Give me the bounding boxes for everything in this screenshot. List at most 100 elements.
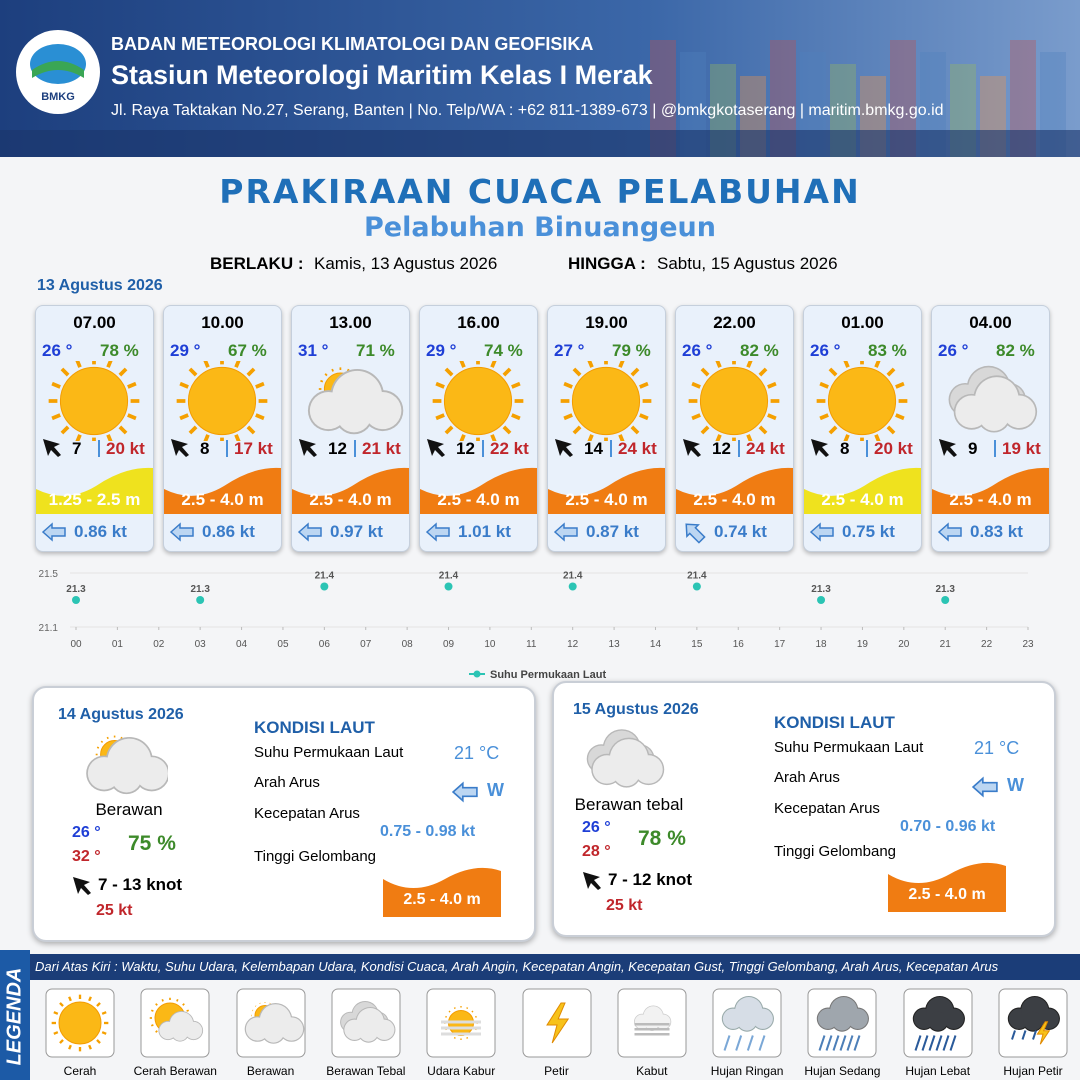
separator bbox=[354, 440, 356, 457]
x-tick-label: 06 bbox=[319, 639, 331, 650]
sun-ray bbox=[444, 425, 454, 435]
time: 07.00 bbox=[73, 313, 116, 332]
legend-strip bbox=[0, 950, 30, 1080]
data-label: 21.4 bbox=[563, 571, 583, 582]
separator bbox=[610, 440, 612, 457]
data-point bbox=[196, 596, 205, 604]
weather-icon bbox=[586, 729, 665, 788]
sun-ray bbox=[490, 361, 497, 368]
sun-ray bbox=[758, 425, 768, 435]
rain bbox=[942, 1035, 950, 1051]
wind-speed: 12 bbox=[456, 439, 475, 458]
legend-label: Udara Kabur bbox=[427, 1064, 496, 1078]
arrow bbox=[452, 781, 478, 803]
x-tick-label: 23 bbox=[1022, 639, 1034, 650]
sun-ray bbox=[886, 367, 896, 377]
valid-to-label: HINGGA : bbox=[568, 254, 646, 273]
org-name: BADAN METEOROLOGI KLIMATOLOGI DAN GEOFIS… bbox=[111, 34, 594, 54]
data-label: 21.3 bbox=[190, 584, 210, 595]
sun bbox=[827, 366, 897, 436]
x-tick-label: 21 bbox=[940, 639, 952, 650]
humidity: 83 % bbox=[868, 341, 907, 360]
sun-ray bbox=[151, 1024, 154, 1027]
legend-icon bbox=[426, 988, 496, 1058]
x-tick-label: 01 bbox=[112, 639, 124, 650]
separator bbox=[98, 440, 100, 457]
gust: 22 kt bbox=[490, 439, 529, 458]
sun-ray bbox=[59, 1002, 64, 1007]
sun-ray bbox=[96, 1039, 101, 1044]
data-point bbox=[817, 596, 826, 604]
rain bbox=[935, 1035, 943, 1051]
cloud-part bbox=[172, 1024, 189, 1041]
sun-ray bbox=[331, 368, 334, 372]
legend-label: Hujan Petir bbox=[1003, 1064, 1063, 1078]
rain bbox=[723, 1035, 731, 1051]
sun-ray bbox=[88, 996, 92, 1002]
day-panel: 14 Agustus 2026 Berawan 26 ° 32 ° 75 % 7 - 13… bbox=[32, 686, 536, 942]
dir-value: W bbox=[487, 780, 504, 800]
sun-ray bbox=[502, 367, 512, 377]
legend-label: Hujan Lebat bbox=[905, 1064, 971, 1078]
wind-speed: 12 bbox=[328, 439, 347, 458]
cloud-part bbox=[978, 400, 1010, 431]
temperature: 31 ° bbox=[298, 341, 329, 360]
sun-ray bbox=[630, 425, 640, 435]
current-arrow-shape bbox=[170, 522, 194, 542]
time: 04.00 bbox=[969, 313, 1012, 332]
current-arrow-shape bbox=[42, 522, 66, 542]
wind-speed: 8 bbox=[840, 439, 850, 458]
forecast-card: 04.00 26 ° 82 % 9 19 kt 2.5 - 4.0 m 0.83 kt bbox=[931, 305, 1050, 552]
data-point bbox=[72, 596, 80, 604]
humidity: 78 % bbox=[100, 341, 139, 360]
wave bbox=[804, 467, 921, 514]
logo-mark bbox=[32, 61, 84, 78]
sun-ray bbox=[246, 367, 256, 377]
wind-arrow-shape bbox=[939, 439, 957, 457]
legend-icon bbox=[45, 988, 115, 1058]
x-tick-label: 14 bbox=[650, 639, 662, 650]
sun-ray bbox=[100, 740, 104, 744]
sun-ray bbox=[182, 1003, 186, 1006]
temperature: 26 ° bbox=[682, 341, 713, 360]
haze bbox=[441, 1020, 482, 1024]
sun-ray bbox=[255, 381, 265, 389]
arrow bbox=[426, 522, 450, 542]
sun-ray bbox=[179, 381, 189, 389]
wave-height: 2.5 - 4.0 m bbox=[949, 490, 1032, 509]
forecast-card: 16.00 29 ° 74 % 12 22 kt 2.5 - 4.0 m 1.01 kt bbox=[419, 305, 538, 552]
humidity: 82 % bbox=[740, 341, 779, 360]
sst-value: 21 °C bbox=[454, 743, 500, 763]
wind-speed: 9 bbox=[968, 439, 978, 458]
wave-height: 2.5 - 4.0 m bbox=[309, 490, 392, 509]
sun bbox=[58, 1001, 102, 1045]
sun-ray bbox=[639, 381, 649, 389]
address: Jl. Raya Taktakan No.27, Serang, Banten … bbox=[111, 102, 944, 119]
dir-label: Arah Arus bbox=[254, 774, 320, 791]
current-arrow-shape bbox=[685, 523, 706, 544]
day-date: 14 Agustus 2026 bbox=[58, 706, 184, 723]
sun-ray bbox=[155, 1030, 159, 1033]
humidity: 78 % bbox=[638, 827, 686, 850]
wind-arrow bbox=[583, 872, 601, 890]
cloud bbox=[86, 737, 168, 795]
speed-value: 0.70 - 0.96 kt bbox=[900, 818, 996, 835]
sun-ray bbox=[746, 361, 753, 368]
wave-height: 2.5 - 4.0 m bbox=[821, 490, 904, 509]
weather-icon bbox=[560, 361, 652, 441]
sun-ray bbox=[448, 1010, 451, 1013]
forecast-card: 19.00 27 ° 79 % 14 24 kt 2.5 - 4.0 m 0.87 kt bbox=[547, 305, 666, 552]
speed-label: Kecepatan Arus bbox=[254, 805, 360, 822]
temperature: 26 ° bbox=[810, 341, 841, 360]
sun-ray bbox=[700, 425, 710, 435]
humidity: 74 % bbox=[484, 341, 523, 360]
sun-ray bbox=[572, 367, 582, 377]
rain bbox=[758, 1035, 766, 1051]
sun-ray bbox=[118, 367, 128, 377]
wave-height: 2.5 - 4.0 m bbox=[565, 490, 648, 509]
wind-arrow-shape bbox=[73, 877, 91, 895]
x-tick-label: 19 bbox=[857, 639, 869, 650]
weather-label: Berawan tebal bbox=[574, 795, 684, 814]
wave-value: 2.5 - 4.0 m bbox=[908, 886, 986, 903]
header-bg bbox=[0, 0, 1080, 157]
